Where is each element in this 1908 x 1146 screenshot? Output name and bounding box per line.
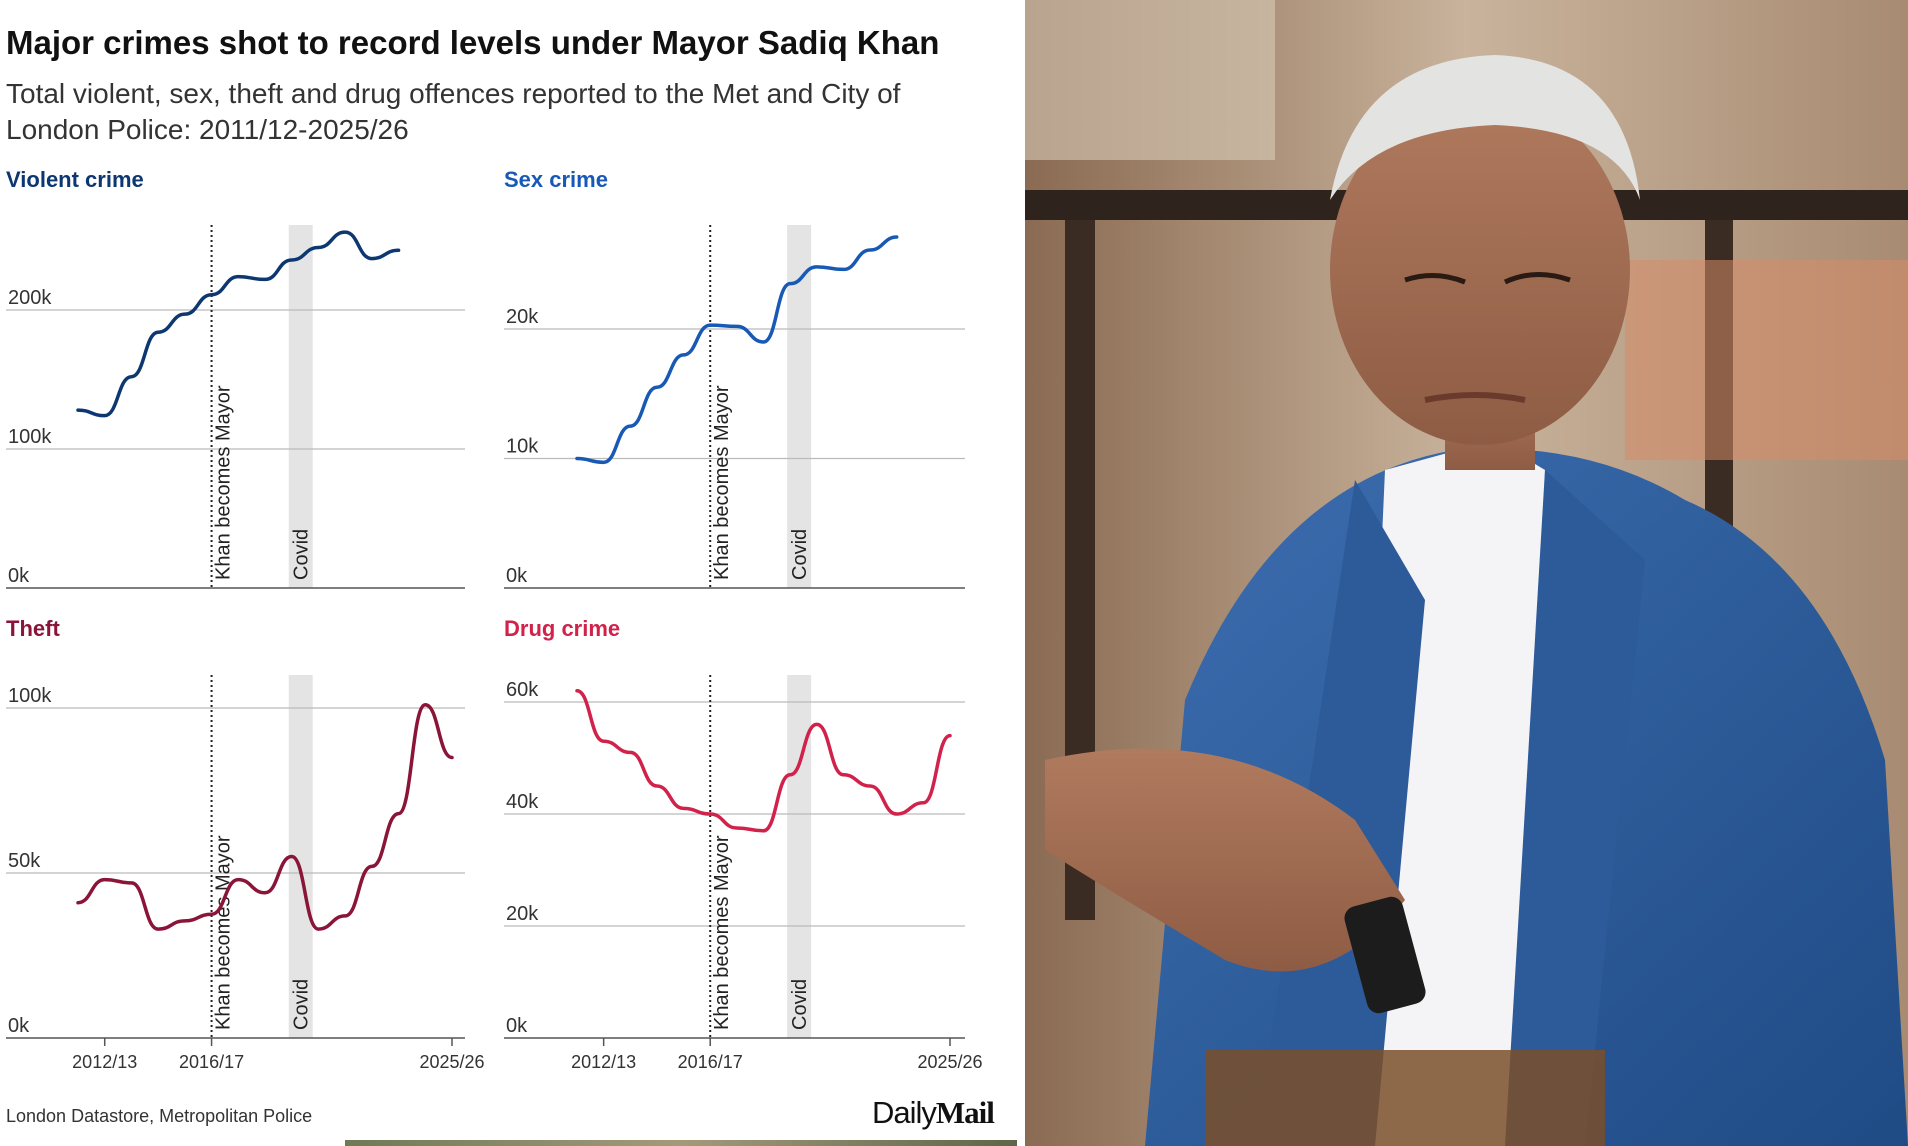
y-tick-label: 50k	[8, 850, 41, 872]
y-tick-label: 0k	[506, 1015, 528, 1037]
page-title: Major crimes shot to record levels under…	[6, 24, 940, 61]
y-tick-label: 0k	[506, 565, 528, 587]
y-tick-label: 0k	[8, 565, 30, 587]
covid-annotation: Covid	[291, 529, 313, 580]
x-tick-label: 2016/17	[179, 1052, 244, 1072]
mayor-annotation: Khan becomes Mayor	[213, 835, 235, 1030]
theft-title: Theft	[6, 616, 60, 641]
x-tick-label: 2012/13	[72, 1052, 137, 1072]
y-tick-label: 20k	[506, 903, 539, 925]
y-tick-label: 100k	[8, 426, 52, 448]
covid-band	[288, 225, 313, 588]
portrait-photo	[1025, 0, 1908, 1146]
charts-area: 0k 100k 200k Khan becomes Mayor Covid 0k 10k 20…	[6, 225, 983, 1072]
violent-crime-title: Violent crime	[6, 167, 144, 192]
infographic-panel: Major crimes shot to record levels under…	[6, 24, 1017, 1146]
logo-daily: Daily	[872, 1095, 937, 1130]
man-gesturing-photo	[1025, 0, 1908, 1146]
daily-mail-logo: DailyMail	[872, 1095, 995, 1131]
photo-edge-strip	[345, 1140, 1017, 1146]
page-subtitle: Total violent, sex, theft and drug offen…	[6, 78, 901, 145]
series-line	[575, 689, 952, 833]
drug-crime-title: Drug crime	[504, 616, 621, 641]
source-note: London Datastore, Metropolitan Police	[6, 1106, 313, 1126]
x-tick-label: 2016/17	[678, 1052, 743, 1072]
series-line	[76, 230, 401, 418]
sex-crime-title: Sex crime	[504, 167, 608, 192]
x-tick-label: 2025/26	[419, 1052, 484, 1072]
mayor-annotation: Khan becomes Mayor	[213, 385, 235, 580]
y-tick-label: 20k	[506, 306, 539, 328]
y-tick-label: 60k	[506, 679, 539, 701]
logo-mail: Mail	[935, 1095, 995, 1130]
y-tick-label: 100k	[8, 685, 52, 707]
covid-band	[787, 225, 812, 588]
y-tick-label: 0k	[8, 1015, 30, 1037]
y-tick-label: 200k	[8, 287, 52, 309]
x-tick-label: 2012/13	[571, 1052, 636, 1072]
y-tick-label: 10k	[506, 436, 539, 458]
series-line	[76, 702, 454, 931]
covid-annotation: Covid	[789, 979, 811, 1030]
covid-annotation: Covid	[789, 529, 811, 580]
series-line	[575, 235, 899, 465]
mayor-annotation: Khan becomes Mayor	[711, 835, 733, 1030]
x-tick-label: 2025/26	[917, 1052, 982, 1072]
y-tick-label: 40k	[506, 791, 539, 813]
covid-annotation: Covid	[291, 979, 313, 1030]
mayor-annotation: Khan becomes Mayor	[711, 385, 733, 580]
